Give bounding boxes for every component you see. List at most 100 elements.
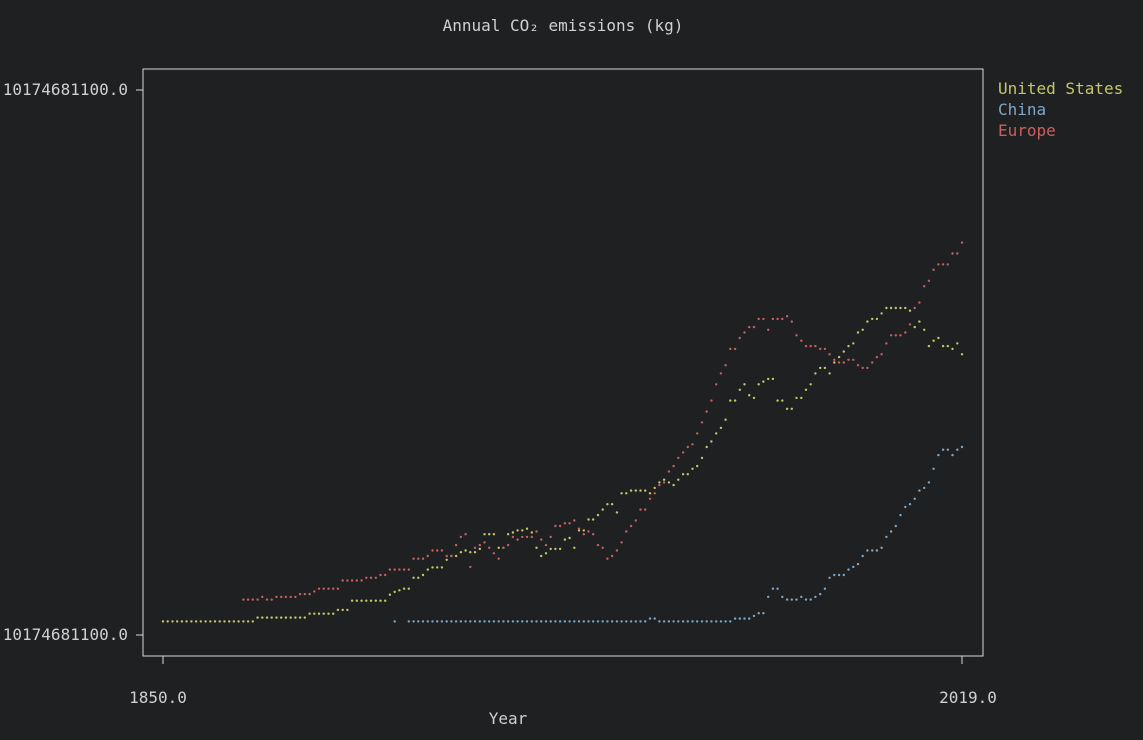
data-point: [615, 549, 619, 552]
data-point: [667, 481, 671, 484]
data-point: [478, 543, 481, 547]
data-point: [819, 592, 822, 596]
data-point: [951, 453, 954, 457]
data-point: [558, 547, 562, 551]
data-point: [696, 620, 699, 623]
data-point: [506, 620, 510, 623]
data-point: [398, 589, 401, 592]
data-point: [440, 620, 444, 623]
data-point: [885, 306, 888, 310]
data-point: [308, 592, 311, 596]
data-point: [908, 309, 912, 312]
y-tick-label-top: 10174681100.0: [3, 80, 128, 99]
data-point: [757, 383, 760, 386]
data-point: [738, 617, 741, 620]
data-point: [587, 518, 590, 521]
data-point: [715, 620, 718, 623]
data-point: [710, 440, 713, 443]
data-point: [696, 432, 699, 435]
data-point: [573, 546, 576, 549]
data-point: [923, 328, 926, 331]
data-point: [521, 535, 524, 539]
data-point: [473, 620, 477, 623]
data-point: [781, 595, 784, 599]
data-point: [412, 620, 415, 623]
data-point: [913, 497, 916, 500]
data-point: [809, 598, 812, 601]
data-point: [923, 285, 926, 288]
data-point: [298, 616, 302, 619]
data-point: [596, 543, 600, 547]
data-point: [804, 388, 808, 391]
data-point: [823, 347, 827, 351]
data-point: [644, 620, 647, 623]
data-point: [554, 547, 557, 551]
data-point: [563, 522, 567, 525]
data-point: [757, 317, 760, 321]
data-point: [842, 350, 845, 353]
data-point: [228, 620, 231, 623]
data-point: [502, 620, 505, 623]
data-point: [327, 612, 330, 615]
data-point: [686, 445, 689, 449]
data-point: [819, 347, 822, 351]
data-point: [653, 492, 656, 495]
data-point: [625, 620, 628, 623]
data-point: [459, 535, 463, 539]
series-europe: [242, 241, 964, 601]
data-point: [696, 464, 699, 468]
data-point: [620, 492, 623, 495]
data-point: [601, 546, 604, 549]
data-point: [341, 608, 344, 612]
data-point: [317, 612, 321, 615]
data-point: [672, 620, 675, 623]
data-point: [454, 554, 458, 558]
data-point: [592, 518, 595, 521]
data-point: [294, 595, 297, 599]
data-point: [800, 595, 803, 599]
data-point: [776, 587, 779, 590]
data-point: [927, 279, 931, 282]
data-point: [771, 377, 775, 381]
data-point: [194, 620, 198, 623]
data-point: [767, 595, 770, 599]
data-point: [700, 456, 704, 460]
data-point: [733, 399, 737, 402]
data-point: [814, 595, 817, 599]
data-point: [469, 551, 472, 554]
data-point: [918, 301, 921, 304]
data-point: [421, 620, 425, 623]
data-point: [932, 339, 935, 342]
data-point: [275, 616, 278, 619]
data-point: [313, 612, 316, 615]
data-point: [398, 568, 401, 571]
data-point: [445, 554, 448, 558]
data-point: [610, 554, 614, 558]
data-point: [261, 595, 264, 599]
data-point: [875, 317, 879, 321]
data-point: [384, 573, 387, 577]
data-point: [937, 453, 940, 457]
data-point: [596, 620, 600, 623]
data-point: [880, 546, 883, 549]
data-point: [908, 323, 912, 326]
data-point: [355, 579, 358, 582]
data-point: [346, 608, 349, 612]
data-point: [459, 551, 463, 554]
data-point: [549, 620, 552, 623]
data-point: [261, 616, 264, 619]
data-point: [625, 530, 628, 533]
data-point: [554, 524, 557, 528]
data-point: [686, 473, 689, 476]
data-point: [809, 383, 812, 386]
data-point: [828, 353, 831, 356]
data-point: [232, 620, 236, 623]
data-point: [828, 576, 831, 579]
data-point: [497, 557, 500, 560]
data-point: [639, 489, 642, 492]
data-point: [516, 529, 519, 532]
data-point: [525, 527, 529, 530]
data-point: [478, 547, 481, 551]
legend: United States China Europe: [998, 79, 1123, 140]
data-point: [525, 620, 529, 623]
